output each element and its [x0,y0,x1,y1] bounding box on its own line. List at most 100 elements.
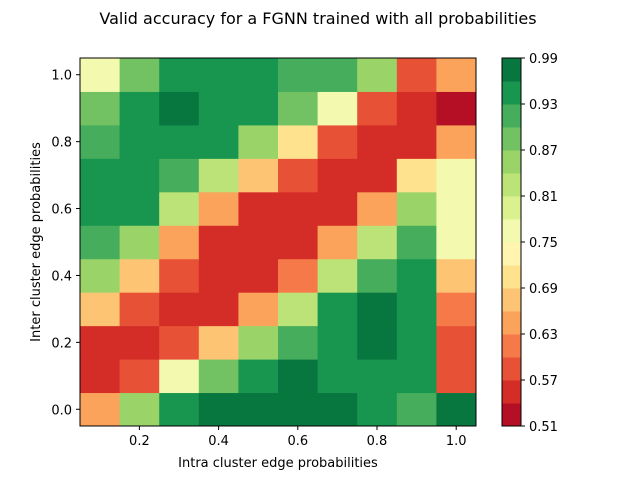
heatmap-cell [357,258,398,293]
colorbar-band [502,357,521,381]
colorbar-band [502,311,521,335]
heatmap-cell [396,58,437,92]
heatmap-cell [357,225,398,260]
heatmap-cell [159,58,200,92]
colorbar-tick-label: 0.87 [529,144,558,159]
colorbar-band [502,81,521,105]
heatmap-cell [159,292,200,327]
heatmap-cell [396,191,437,226]
heatmap-cell [119,258,160,293]
heatmap-cell [317,225,358,260]
heatmap-cell [396,91,437,126]
heatmap-cell [80,124,121,159]
y-tick-label: 1.0 [51,69,72,84]
heatmap-cell [119,325,160,360]
colorbar-band [502,380,521,404]
y-axis-label: Inter cluster edge probabilities [29,142,44,342]
y-tick-label: 0.2 [51,336,72,351]
heatmap-cell [278,392,319,427]
heatmap-cell [119,124,160,159]
heatmap-cell [198,58,239,92]
heatmap-cell [80,392,121,427]
heatmap-cell [278,325,319,360]
heatmap-cell [198,124,239,159]
heatmap-cell [396,258,437,293]
y-tick-label: 0.8 [51,136,72,151]
colorbar-band [502,196,521,220]
x-tick-label: 0.6 [287,434,308,449]
heatmap-cell [357,292,398,327]
heatmap-cell [436,158,477,193]
heatmap-cell [317,91,358,126]
heatmap-cell [317,292,358,327]
heatmap-cell [357,124,398,159]
colorbar-band [502,334,521,358]
plot-frame [79,57,477,427]
heatmap-cell [396,359,437,394]
heatmap-cell [198,325,239,360]
heatmap-cell [119,392,160,427]
heatmap-cell [317,359,358,394]
heatmap-cell [396,325,437,360]
heatmap-cell [278,191,319,226]
heatmap-cell [159,225,200,260]
heatmap-cell [238,359,279,394]
colorbar-band [502,173,521,197]
heatmap-cell [396,124,437,159]
heatmap-cell [278,258,319,293]
heatmap-cell [317,258,358,293]
heatmap-cell [357,91,398,126]
heatmap-cell [80,191,121,226]
heatmap-cell [238,258,279,293]
heatmap-cell [436,258,477,293]
heatmap-cell [80,225,121,260]
colorbar-tick-label: 0.63 [529,328,558,343]
colorbar-tick-label: 0.69 [529,282,558,297]
heatmap-cell [119,191,160,226]
heatmap-cell [436,392,477,427]
colorbar-tick-label: 0.99 [529,52,558,67]
x-axis-label: Intra cluster edge probabilities [178,456,378,471]
x-axis-ticks: 0.2 0.4 0.6 0.8 1.0 [129,426,467,449]
colorbar-tick-label: 0.57 [529,374,558,389]
heatmap-cell [357,392,398,427]
heatmap-cell [159,392,200,427]
heatmap-cell [159,91,200,126]
heatmap-cell [317,191,358,226]
heatmap-cell [278,58,319,92]
colorbar-band [502,127,521,151]
heatmap-cell [317,392,358,427]
y-tick-label: 0.6 [51,203,72,218]
heatmap-cell [278,359,319,394]
heatmap-cell [80,325,121,360]
heatmap-cell [317,325,358,360]
heatmap-cell [159,325,200,360]
heatmap-cell [119,292,160,327]
colorbar-band [502,403,521,427]
colorbar-band [502,265,521,289]
heatmap-cell [159,359,200,394]
heatmap-cell [80,91,121,126]
chart-title: Valid accuracy for a FGNN trained with a… [99,9,536,28]
heatmap-cells [80,58,477,427]
y-axis-ticks: 0.0 0.2 0.4 0.6 0.8 1.0 [51,69,80,418]
colorbar-ticks: 0.51 0.57 0.63 0.69 0.75 0.81 0.87 0.93 0.99 [521,52,558,435]
heatmap-cell [278,158,319,193]
heatmap-cell [238,225,279,260]
x-tick-label: 0.4 [208,434,229,449]
heatmap-cell [238,292,279,327]
heatmap-cell [238,191,279,226]
colorbar-band [502,58,521,82]
heatmap-cell [357,359,398,394]
colorbar-band [502,242,521,266]
x-tick-label: 0.8 [367,434,388,449]
heatmap-cell [436,91,477,126]
heatmap-cell [317,158,358,193]
heatmap-cell [198,191,239,226]
heatmap-cell [278,124,319,159]
heatmap-cell [357,58,398,92]
colorbar-tick-label: 0.51 [529,420,558,435]
heatmap-cell [119,91,160,126]
heatmap-cell [119,359,160,394]
